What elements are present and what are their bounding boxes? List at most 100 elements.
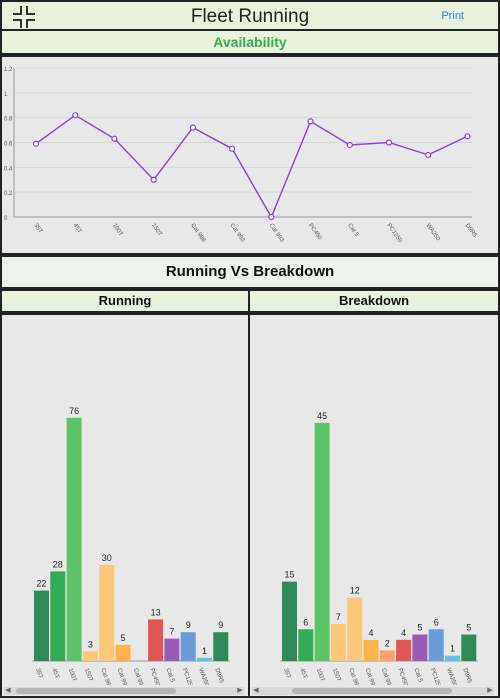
scroll-thumb[interactable] <box>292 688 452 694</box>
data-point <box>308 119 313 124</box>
bar <box>298 629 313 661</box>
x-tick-label: Cat 5 <box>165 668 176 684</box>
bar-value-label: 13 <box>151 607 161 617</box>
bar <box>148 619 163 661</box>
x-tick-label: 45T <box>72 223 83 235</box>
bar-value-label: 45 <box>317 411 327 421</box>
availability-heading: Availability <box>0 31 500 55</box>
bar <box>429 629 444 661</box>
bar-value-label: 4 <box>368 628 373 638</box>
bar-value-label: 6 <box>434 617 439 627</box>
bar-value-label: 9 <box>186 620 191 630</box>
x-tick-label: PC1250 <box>181 668 194 685</box>
bar <box>83 651 98 661</box>
x-tick-label: Cat 992 <box>364 668 377 685</box>
data-point <box>34 141 39 146</box>
bar <box>412 635 427 661</box>
bar-value-label: 5 <box>466 623 471 633</box>
bar-value-label: 30 <box>102 553 112 563</box>
scroll-left-icon[interactable]: ◀ <box>252 687 260 695</box>
bar <box>380 650 395 661</box>
bar <box>34 591 49 661</box>
bar <box>99 565 114 661</box>
running-vs-breakdown-heading: Running Vs Breakdown <box>0 255 500 289</box>
availability-line-chart: 0 0.2 0.4 0.6 0.8 1 1.2 35T 45T 100T 150T Cat 988 Ca… <box>2 57 498 253</box>
bar <box>331 624 346 661</box>
bar-value-label: 9 <box>218 620 223 630</box>
bar <box>282 582 297 661</box>
x-tick-label: D9R5 <box>213 668 224 685</box>
x-tick-label: Cat 993 <box>132 668 145 685</box>
bar <box>50 571 65 661</box>
bar <box>364 640 379 661</box>
x-tick-label: 100T <box>111 223 124 238</box>
x-tick-label: Cat 5 <box>413 668 424 684</box>
y-tick-label: 1.2 <box>4 67 13 73</box>
x-tick-label: WA250 <box>425 223 441 243</box>
bar-value-label: 76 <box>69 406 79 416</box>
availability-series-line <box>36 115 467 217</box>
print-link[interactable]: Print <box>441 10 464 22</box>
data-point <box>73 113 78 118</box>
bar-value-label: 7 <box>169 627 174 637</box>
data-point <box>386 140 391 145</box>
breakdown-panel: 15 35T 6 45T 45 100T 7 150T 12 Cat 988 4 Cat 992 2 Ca… <box>248 313 500 698</box>
bar <box>461 635 476 661</box>
x-tick-label: Cat 988 <box>347 668 360 685</box>
bar-value-label: 15 <box>284 570 294 580</box>
y-tick-label: 0.4 <box>4 166 13 172</box>
x-tick-label: 100T <box>315 668 325 683</box>
y-tick-label: 0.6 <box>4 142 13 148</box>
x-tick-label: Cat 988 <box>189 223 206 244</box>
x-tick-label: PC450 <box>307 223 323 242</box>
data-point <box>347 142 352 147</box>
x-tick-label: 45T <box>50 668 59 680</box>
bar <box>197 658 212 661</box>
bar-value-label: 1 <box>450 644 455 654</box>
bar <box>213 632 228 661</box>
bar-value-label: 3 <box>88 639 93 649</box>
breakdown-scrollbar[interactable]: ◀ ▶ <box>252 687 494 695</box>
scroll-thumb[interactable] <box>16 688 176 694</box>
bar <box>445 656 460 661</box>
x-tick-label: Cat 5 <box>346 223 360 239</box>
x-tick-label: 150T <box>83 668 93 683</box>
scroll-right-icon[interactable]: ▶ <box>236 687 244 695</box>
data-point <box>230 146 235 151</box>
x-tick-label: PC1250 <box>429 668 442 685</box>
running-panel: 22 35T 28 45T 76 100T 3 150T 30 Cat 988 5 Cat 992 Ca… <box>0 313 250 698</box>
bar <box>67 418 82 661</box>
x-tick-label: WA250 <box>445 668 458 685</box>
x-tick-label: WA250 <box>197 668 210 685</box>
bar-value-label: 7 <box>336 612 341 622</box>
bar-value-label: 28 <box>53 559 63 569</box>
bar-value-label: 6 <box>303 617 308 627</box>
x-tick-label: Cat 992 <box>228 223 245 244</box>
running-scrollbar[interactable]: ◀ ▶ <box>4 687 244 695</box>
bar <box>315 423 330 661</box>
bar-value-label: 5 <box>417 623 422 633</box>
data-point <box>151 177 156 182</box>
y-tick-label: 1 <box>4 92 8 98</box>
data-point <box>112 136 117 141</box>
scroll-left-icon[interactable]: ◀ <box>4 687 12 695</box>
x-tick-label: 150T <box>331 668 341 683</box>
data-point <box>269 215 274 220</box>
scroll-right-icon[interactable]: ▶ <box>486 687 494 695</box>
bar-value-label: 5 <box>120 633 125 643</box>
bar <box>116 645 131 661</box>
bar <box>181 632 196 661</box>
x-tick-label: Cat 988 <box>99 668 112 685</box>
data-point <box>190 125 195 130</box>
x-tick-label: D9R5 <box>461 668 472 685</box>
y-tick-label: 0 <box>4 216 8 222</box>
x-tick-label: Cat 993 <box>380 668 393 685</box>
running-heading: Running <box>0 289 250 313</box>
x-tick-label: 35T <box>32 223 43 235</box>
x-tick-label: Cat 993 <box>268 223 285 244</box>
x-tick-label: Cat 992 <box>116 668 129 685</box>
bar <box>396 640 411 661</box>
